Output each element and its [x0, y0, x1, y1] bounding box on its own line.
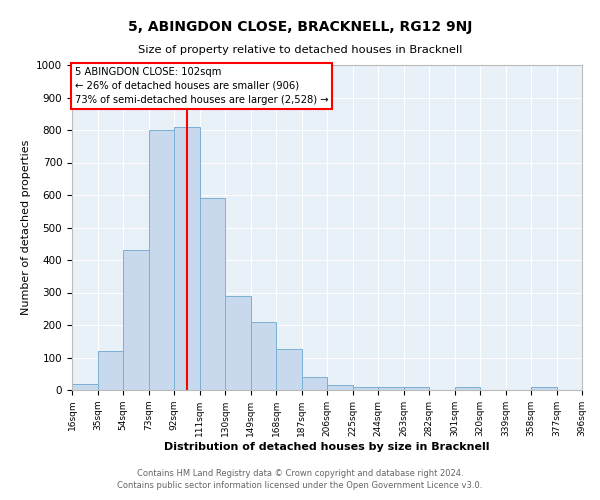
Text: Contains HM Land Registry data © Crown copyright and database right 2024.: Contains HM Land Registry data © Crown c…	[137, 468, 463, 477]
Y-axis label: Number of detached properties: Number of detached properties	[20, 140, 31, 315]
Bar	[378, 387, 404, 390]
Text: 5 ABINGDON CLOSE: 102sqm
← 26% of detached houses are smaller (906)
73% of semi-: 5 ABINGDON CLOSE: 102sqm ← 26% of detach…	[74, 66, 328, 104]
Bar	[353, 387, 378, 390]
Bar	[72, 384, 97, 390]
Text: Contains public sector information licensed under the Open Government Licence v3: Contains public sector information licen…	[118, 481, 482, 490]
Bar	[199, 198, 225, 390]
Bar	[327, 385, 353, 390]
Bar	[123, 250, 149, 390]
Text: 5, ABINGDON CLOSE, BRACKNELL, RG12 9NJ: 5, ABINGDON CLOSE, BRACKNELL, RG12 9NJ	[128, 20, 472, 34]
Bar	[531, 387, 557, 390]
Bar	[455, 387, 480, 390]
Bar	[251, 322, 276, 390]
Bar	[276, 350, 302, 390]
Bar	[174, 126, 199, 390]
Bar	[97, 351, 123, 390]
Bar	[302, 377, 327, 390]
Text: Size of property relative to detached houses in Bracknell: Size of property relative to detached ho…	[138, 45, 462, 55]
X-axis label: Distribution of detached houses by size in Bracknell: Distribution of detached houses by size …	[164, 442, 490, 452]
Bar	[404, 387, 429, 390]
Bar	[149, 130, 174, 390]
Bar	[225, 296, 251, 390]
